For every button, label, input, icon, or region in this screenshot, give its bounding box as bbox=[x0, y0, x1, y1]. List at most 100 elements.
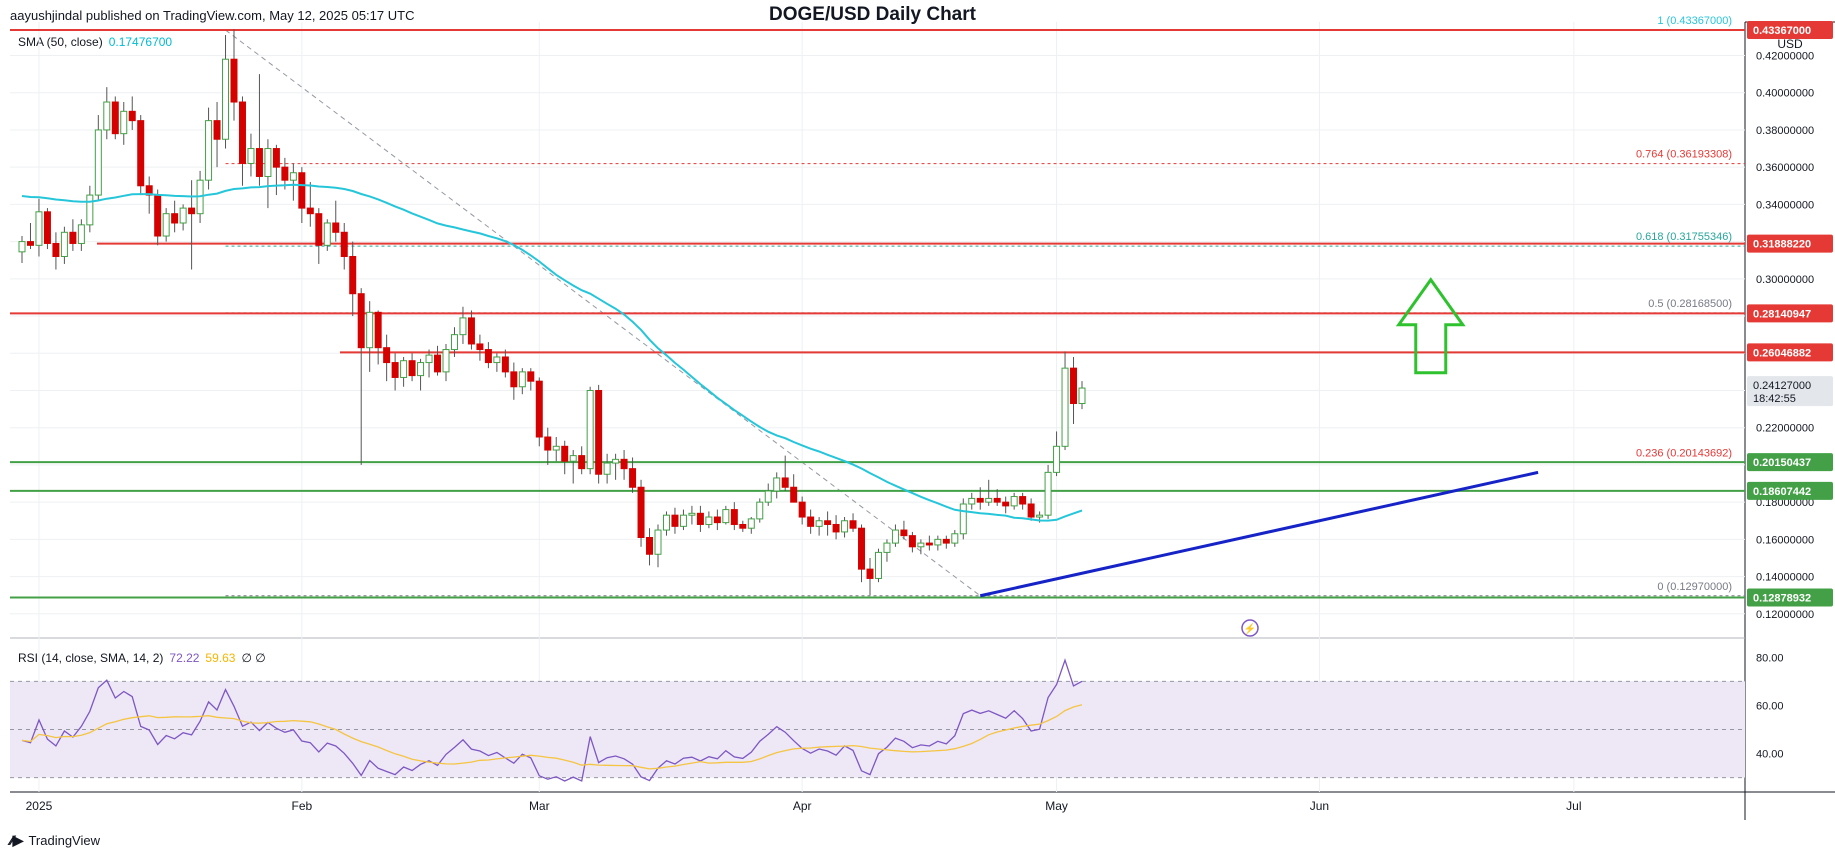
candle-down bbox=[993, 497, 1001, 503]
candle-down bbox=[866, 568, 874, 579]
candle-up bbox=[442, 349, 450, 373]
up-arrow-annotation bbox=[1395, 277, 1466, 375]
candle-down bbox=[527, 371, 535, 382]
candle-down bbox=[1027, 503, 1035, 518]
candle-up bbox=[222, 58, 230, 140]
candle-down bbox=[272, 148, 280, 168]
candle-down bbox=[1070, 367, 1078, 405]
rsi-line bbox=[21, 658, 1083, 782]
candle-down bbox=[281, 166, 289, 181]
candle-down bbox=[832, 523, 840, 533]
candle-up bbox=[400, 360, 408, 378]
candle-up bbox=[1036, 514, 1044, 518]
fib-level-label: 0 (0.12970000) bbox=[1657, 581, 1732, 593]
last-price-label: 0.24127000 bbox=[1753, 380, 1811, 392]
candle-down bbox=[730, 509, 738, 525]
candle-down bbox=[128, 110, 136, 122]
x-tick-label: Jul bbox=[1566, 799, 1581, 813]
candle-down bbox=[620, 458, 628, 470]
price-tag-label: 0.28140947 bbox=[1753, 308, 1811, 320]
candle-up bbox=[247, 148, 255, 164]
publisher-info: aayushjindal published on TradingView.co… bbox=[10, 8, 415, 23]
candle-down bbox=[976, 497, 984, 503]
resistance-price-tag bbox=[1747, 234, 1833, 253]
candle-down bbox=[111, 101, 119, 135]
x-tick-label: Feb bbox=[291, 799, 312, 813]
currency-selector[interactable]: USD bbox=[1777, 37, 1803, 51]
lightning-icon: ⚡ bbox=[1244, 622, 1256, 635]
candle-down bbox=[696, 512, 704, 525]
rsi-sma-line bbox=[21, 704, 1083, 770]
footer-brand-label: TradingView bbox=[28, 833, 100, 848]
rsi-legend-value: 72.22 bbox=[169, 651, 200, 665]
candle-up bbox=[764, 490, 772, 503]
candle-up bbox=[366, 311, 374, 349]
resistance-price-tag bbox=[1747, 21, 1833, 40]
candle-up bbox=[60, 231, 68, 257]
y-tick-label: 0.12000000 bbox=[1756, 609, 1814, 621]
candle-up bbox=[688, 512, 696, 516]
candle-down bbox=[849, 520, 857, 529]
x-tick-label: Mar bbox=[529, 799, 550, 813]
y-tick-label: 0.34000000 bbox=[1756, 199, 1814, 211]
candle-down bbox=[739, 523, 747, 529]
candle-down bbox=[1019, 496, 1027, 505]
candle-up bbox=[968, 497, 976, 505]
x-tick-label: 2025 bbox=[26, 799, 53, 813]
candle-down bbox=[306, 207, 314, 215]
candle-up bbox=[654, 529, 662, 555]
candle-down bbox=[484, 349, 492, 364]
candle-up bbox=[917, 542, 925, 548]
candle-up bbox=[841, 520, 849, 533]
candle-up bbox=[103, 101, 111, 131]
x-tick-label: Jun bbox=[1310, 799, 1329, 813]
price-tag-label: 0.20150437 bbox=[1753, 457, 1811, 469]
footer-brand[interactable]: ⁄⁄▶ TradingView bbox=[10, 832, 100, 849]
candle-down bbox=[374, 311, 382, 349]
candle-down bbox=[154, 194, 162, 237]
candle-down bbox=[1002, 501, 1010, 507]
candle-down bbox=[535, 380, 543, 438]
candle-down bbox=[43, 211, 51, 244]
fib-level-label: 0.764 (0.36193308) bbox=[1636, 149, 1732, 161]
candle-up bbox=[959, 503, 967, 535]
fib-level-label: 1 (0.43367000) bbox=[1657, 15, 1732, 27]
last-price-tag bbox=[1747, 376, 1833, 407]
resistance-price-tag bbox=[1747, 343, 1833, 362]
rsi-y-tick-label: 40.00 bbox=[1756, 749, 1784, 761]
candle-down bbox=[238, 101, 246, 164]
candle-up bbox=[450, 334, 458, 351]
event-marker-icon[interactable] bbox=[1241, 619, 1259, 637]
rsi-legend[interactable]: RSI (14, close, SMA, 14, 2) 72.22 59.63 ∅ ∅ bbox=[18, 651, 266, 665]
candle-up bbox=[179, 207, 187, 224]
y-tick-label: 0.42000000 bbox=[1756, 50, 1814, 62]
candle-up bbox=[323, 222, 331, 246]
candle-down bbox=[434, 354, 442, 373]
candle-up bbox=[934, 538, 942, 546]
candle-down bbox=[69, 231, 77, 244]
candle-down bbox=[26, 241, 34, 246]
candle-up bbox=[77, 224, 85, 244]
candle-up bbox=[205, 120, 213, 181]
candle-up bbox=[94, 129, 102, 196]
candle-down bbox=[942, 538, 950, 544]
candle-up bbox=[603, 462, 611, 475]
y-tick-label: 0.16000000 bbox=[1756, 534, 1814, 546]
candle-down bbox=[824, 520, 832, 525]
candle-down bbox=[357, 293, 365, 349]
candle-up bbox=[1061, 367, 1069, 447]
candle-down bbox=[908, 535, 916, 548]
support-price-tag bbox=[1747, 453, 1833, 472]
candle-down bbox=[349, 255, 357, 295]
candle-down bbox=[671, 514, 679, 527]
candle-down bbox=[858, 527, 866, 570]
fib-level-label: 0.618 (0.31755346) bbox=[1636, 231, 1732, 243]
candle-down bbox=[476, 343, 484, 351]
candle-up bbox=[1053, 445, 1061, 473]
y-tick-label: 0.40000000 bbox=[1756, 88, 1814, 100]
candle-down bbox=[298, 172, 306, 209]
rsi-y-tick-label: 80.00 bbox=[1756, 652, 1784, 664]
candle-up bbox=[417, 362, 425, 377]
price-tag-label: 0.26046882 bbox=[1753, 347, 1811, 359]
